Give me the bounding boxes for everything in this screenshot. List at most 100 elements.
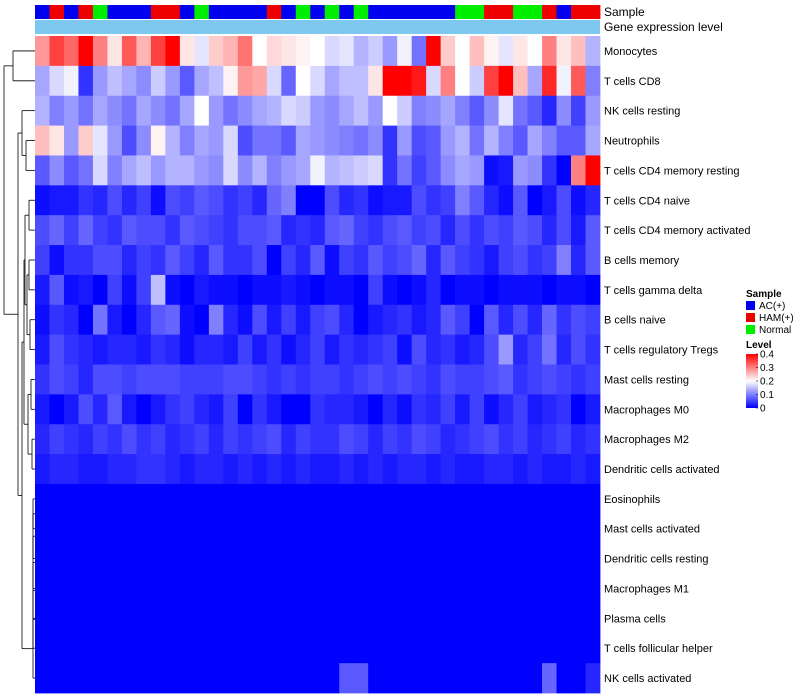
heatmap-cell (208, 65, 224, 97)
heatmap-cell (107, 513, 123, 545)
heatmap-cell (49, 543, 65, 574)
heatmap-cell (324, 573, 340, 604)
heatmap-cell (368, 185, 384, 216)
heatmap-cell (165, 513, 181, 545)
heatmap-cell (92, 603, 108, 634)
heatmap-cell (542, 603, 557, 634)
heatmap-cell (353, 304, 369, 336)
heatmap-cell (49, 573, 65, 604)
heatmap-cell (63, 304, 79, 336)
heatmap-cell (208, 483, 224, 515)
heatmap-cell (310, 454, 326, 485)
row-label: T cells CD8 (604, 76, 661, 88)
heatmap-cell (179, 65, 195, 97)
heatmap-cell (310, 394, 326, 425)
heatmap-cell (63, 424, 79, 455)
heatmap-cell (63, 65, 79, 97)
heatmap-cell (35, 483, 50, 515)
heatmap-cell (556, 274, 572, 306)
heatmap-cell (397, 274, 413, 306)
heatmap-cell (397, 454, 413, 485)
heatmap-cell (527, 543, 543, 574)
heatmap-cell (353, 633, 369, 664)
heatmap-cell (150, 274, 166, 306)
heatmap-cell (136, 364, 152, 395)
legend-swatch-ac (746, 301, 755, 310)
heatmap-cell (339, 394, 355, 425)
heatmap-cell (469, 483, 485, 515)
heatmap-cell (353, 95, 369, 126)
heatmap-cell (397, 513, 413, 545)
heatmap-cell (498, 603, 514, 634)
heatmap-cell (49, 663, 65, 694)
heatmap-cell (78, 513, 94, 545)
heatmap-cell (281, 454, 297, 485)
heatmap-cell (92, 65, 108, 97)
heatmap-cell (397, 663, 413, 694)
heatmap-cell (150, 454, 166, 485)
sample-cell-normal (513, 5, 528, 19)
row-labels: Monocytes T cells CD8 NK cells resting Neut… (604, 46, 751, 685)
heatmap-cell (556, 633, 572, 664)
heatmap-cell (411, 65, 427, 97)
sample-cell-ac (397, 5, 413, 19)
heatmap-cell (527, 633, 543, 664)
heatmap-cell (35, 364, 50, 395)
heatmap-cell (150, 394, 166, 425)
sample-cell-ham (266, 5, 282, 19)
heatmap-cell (136, 394, 152, 425)
heatmap-cell (585, 573, 601, 604)
heatmap-cell (165, 454, 181, 485)
heatmap-cell (353, 245, 369, 276)
heatmap-cell (440, 95, 456, 126)
heatmap-cell (542, 543, 557, 574)
heatmap-cell (368, 274, 384, 306)
heatmap-cell (397, 95, 413, 126)
heatmap-cell (266, 454, 282, 485)
row-label: T cells regulatory Tregs (604, 345, 719, 357)
heatmap-cell (92, 245, 108, 276)
heatmap-cell (469, 394, 485, 425)
heatmap-cell (63, 155, 79, 186)
heatmap-cell (455, 603, 471, 634)
heatmap-cell (498, 274, 514, 306)
heatmap-cell (281, 543, 297, 574)
row-label: NK cells activated (604, 673, 691, 685)
heatmap-cell (527, 185, 543, 216)
heatmap-cell (194, 663, 210, 694)
heatmap-cell (266, 36, 282, 67)
heatmap-cell (150, 364, 166, 395)
heatmap-cell (484, 663, 499, 694)
heatmap-cell (469, 543, 485, 574)
heatmap-cell (339, 633, 355, 664)
heatmap-cell (281, 245, 297, 276)
heatmap-cell (252, 334, 268, 365)
heatmap-cell (223, 364, 239, 395)
heatmap-cell (35, 394, 50, 425)
heatmap-cell (281, 573, 297, 604)
heatmap-cell (136, 513, 152, 545)
heatmap-cell (223, 573, 239, 604)
heatmap-cell (440, 215, 456, 246)
heatmap-cell (252, 245, 268, 276)
heatmap-cell (368, 334, 384, 365)
heatmap-cell (585, 36, 601, 67)
heatmap-cell (266, 274, 282, 306)
heatmap-cell (179, 274, 195, 306)
heatmap-cell (179, 513, 195, 545)
heatmap-cell (266, 543, 282, 574)
heatmap-cell (571, 424, 586, 455)
heatmap-cell (339, 573, 355, 604)
heatmap-cell (165, 603, 181, 634)
heatmap-cell (107, 483, 123, 515)
heatmap-cell (136, 245, 152, 276)
heatmap-cell (237, 663, 253, 694)
heatmap-cell (339, 543, 355, 574)
heatmap-cell (194, 274, 210, 306)
heatmap-cell (63, 454, 79, 485)
heatmap-cell (49, 424, 65, 455)
heatmap-cell (585, 65, 601, 97)
heatmap-cell (150, 573, 166, 604)
heatmap-cell (281, 65, 297, 97)
heatmap-cell (513, 334, 528, 365)
